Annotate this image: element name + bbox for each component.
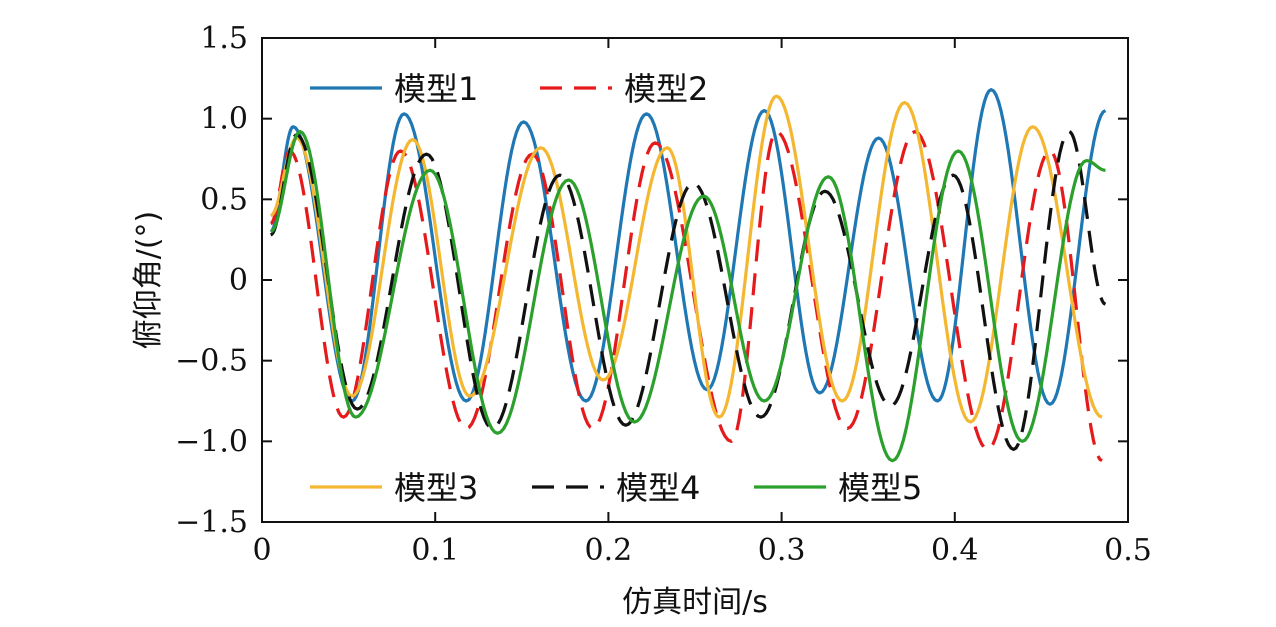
x-tick-label: 0.4: [931, 533, 979, 568]
legend-label-2: 模型2: [624, 70, 708, 108]
x-tick-label: 0.5: [1104, 533, 1152, 568]
ticks-layer: 0 0.1 0.2 0.3 0.4 0.5 1.5 1.0 0.5 0 −0.5 −1.0 −1.5: [175, 21, 1152, 568]
y-axis-title: 俯仰角/(°): [131, 211, 166, 350]
legend-label-3: 模型3: [394, 469, 478, 507]
legend-label-4: 模型4: [616, 469, 700, 507]
y-tick-label: −1.0: [175, 424, 248, 459]
x-tick-label: 0: [252, 533, 271, 568]
x-tick-label: 0.2: [585, 533, 633, 568]
y-tick-label: 0: [229, 263, 248, 298]
series-line-2: [269, 129, 1103, 463]
y-tick-label: 0.5: [200, 182, 248, 217]
x-tick-label: 0.3: [758, 533, 806, 568]
legend-label-5: 模型5: [838, 469, 922, 507]
y-tick-label: 1.0: [200, 102, 248, 137]
series-line-4: [270, 129, 1107, 451]
legend-layer: 模型1 模型2 模型3 模型4 模型5: [310, 70, 922, 507]
series-layer: [269, 88, 1107, 463]
x-tick-label: 0.1: [411, 533, 459, 568]
legend-label-1: 模型1: [394, 70, 478, 108]
y-tick-label: −1.5: [175, 505, 248, 540]
x-axis-title: 仿真时间/s: [622, 585, 768, 620]
y-tick-label: 1.5: [200, 21, 248, 56]
series-line-1: [269, 88, 1107, 406]
series-line-3: [270, 94, 1103, 424]
y-tick-label: −0.5: [175, 344, 248, 379]
series-line-5: [270, 129, 1107, 463]
